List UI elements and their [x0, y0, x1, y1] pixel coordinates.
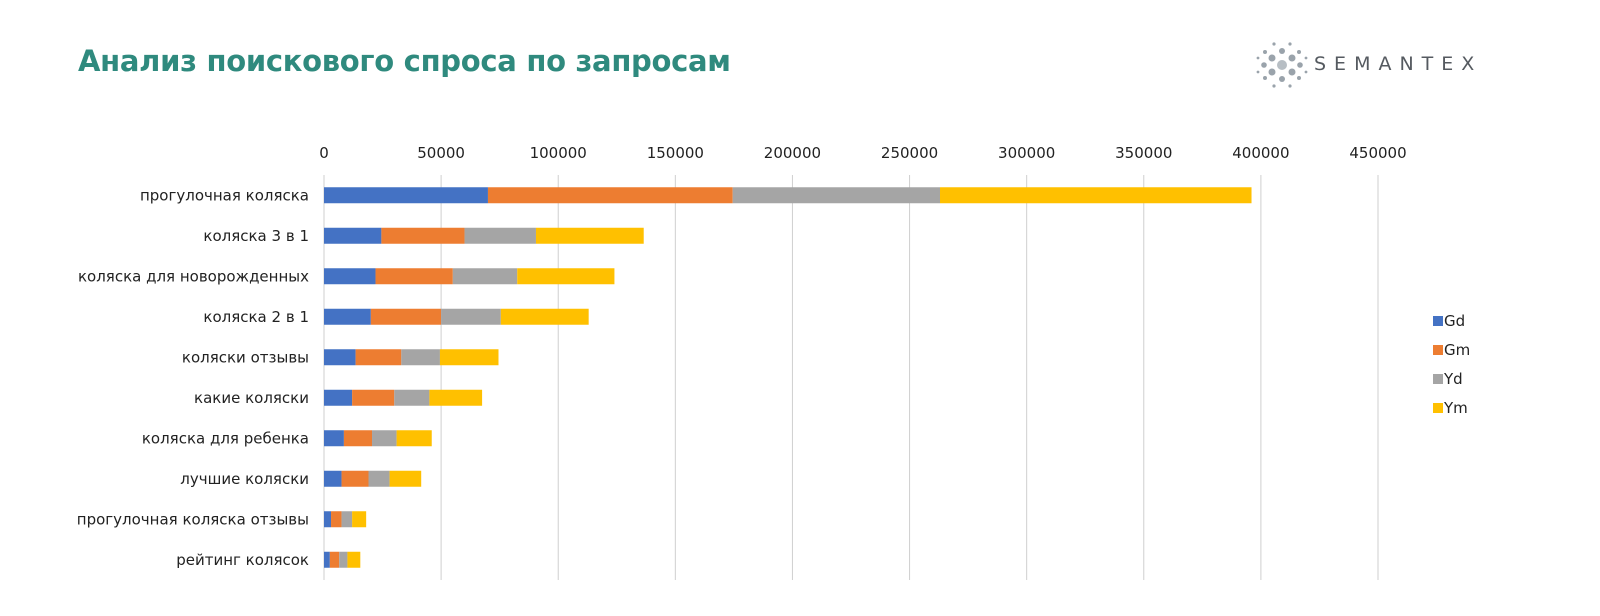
bar-gd-9 — [324, 551, 330, 568]
category-label: коляска для ребенка — [142, 429, 309, 447]
bar-yd-4 — [401, 349, 440, 366]
legend-swatch-yd — [1433, 374, 1443, 384]
legend-label-ym: Ym — [1443, 399, 1468, 417]
legend-swatch-ym — [1433, 403, 1443, 413]
chart-bars — [324, 187, 1252, 568]
chart-legend: Gd Gm Yd Ym — [1433, 312, 1470, 417]
bar-ym-2 — [517, 268, 615, 285]
bar-yd-3 — [441, 308, 501, 325]
bar-gd-5 — [324, 389, 353, 406]
x-tick-label: 300000 — [998, 144, 1055, 162]
x-tick-label: 350000 — [1115, 144, 1172, 162]
bar-ym-6 — [396, 430, 432, 447]
category-label: лучшие коляски — [180, 470, 309, 488]
x-tick-label: 450000 — [1349, 144, 1406, 162]
legend-label-gm: Gm — [1444, 341, 1470, 359]
bar-yd-1 — [464, 227, 536, 244]
category-label: прогулочная коляска — [140, 186, 309, 204]
bar-gm-3 — [370, 308, 442, 325]
bar-gd-6 — [324, 430, 344, 447]
bar-gm-8 — [331, 511, 342, 528]
x-tick-label: 100000 — [530, 144, 587, 162]
x-tick-label: 50000 — [417, 144, 465, 162]
molecule-logo-icon — [1256, 42, 1308, 88]
bar-gd-1 — [324, 227, 382, 244]
bar-gd-7 — [324, 470, 342, 487]
category-label: коляска для новорожденных — [78, 267, 309, 285]
bar-gd-2 — [324, 268, 376, 285]
category-label: коляска 3 в 1 — [203, 227, 309, 245]
bar-yd-2 — [452, 268, 518, 285]
category-label: прогулочная коляска отзывы — [77, 510, 309, 528]
x-axis-ticks: 0 50000 100000 150000 200000 250000 300000 3500… — [319, 144, 1406, 162]
logo-text: SEMANTEX — [1314, 53, 1483, 75]
bar-gm-9 — [329, 551, 340, 568]
bar-ym-3 — [500, 308, 589, 325]
legend-label-gd: Gd — [1444, 312, 1465, 330]
bar-ym-4 — [439, 349, 499, 366]
legend-swatch-gd — [1433, 316, 1443, 326]
bar-ym-5 — [429, 389, 483, 406]
bar-gm-0 — [487, 187, 733, 204]
category-label: рейтинг колясок — [176, 551, 309, 569]
category-labels: прогулочная коляска коляска 3 в 1 коляска … — [77, 186, 309, 569]
x-tick-label: 400000 — [1232, 144, 1289, 162]
x-tick-label: 150000 — [647, 144, 704, 162]
bar-ym-7 — [389, 470, 422, 487]
bar-ym-1 — [535, 227, 644, 244]
bar-gm-2 — [375, 268, 453, 285]
bar-yd-0 — [732, 187, 941, 204]
bar-gd-4 — [324, 349, 356, 366]
x-tick-label: 250000 — [881, 144, 938, 162]
bar-gm-5 — [352, 389, 395, 406]
x-tick-label: 200000 — [764, 144, 821, 162]
bar-ym-0 — [940, 187, 1252, 204]
bar-yd-9 — [339, 551, 348, 568]
legend-label-yd: Yd — [1443, 370, 1463, 388]
bar-gm-4 — [355, 349, 402, 366]
category-label: коляски отзывы — [182, 348, 309, 366]
bar-gd-8 — [324, 511, 332, 528]
bar-yd-6 — [372, 430, 397, 447]
category-label: коляска 2 в 1 — [203, 308, 309, 326]
bar-gm-7 — [341, 470, 369, 487]
bar-yd-8 — [341, 511, 353, 528]
bar-gm-6 — [343, 430, 373, 447]
category-label: какие коляски — [194, 389, 309, 407]
semantex-logo: SEMANTEX — [1254, 38, 1554, 92]
bar-gm-1 — [381, 227, 465, 244]
bar-yd-7 — [368, 470, 390, 487]
bar-gd-0 — [324, 187, 488, 204]
legend-swatch-gm — [1433, 345, 1443, 355]
bar-ym-8 — [352, 511, 367, 528]
page-title: Анализ поискового спроса по запросам — [78, 44, 731, 78]
bar-gd-3 — [324, 308, 371, 325]
bar-yd-5 — [394, 389, 430, 406]
bar-ym-9 — [347, 551, 361, 568]
x-tick-label: 0 — [319, 144, 329, 162]
